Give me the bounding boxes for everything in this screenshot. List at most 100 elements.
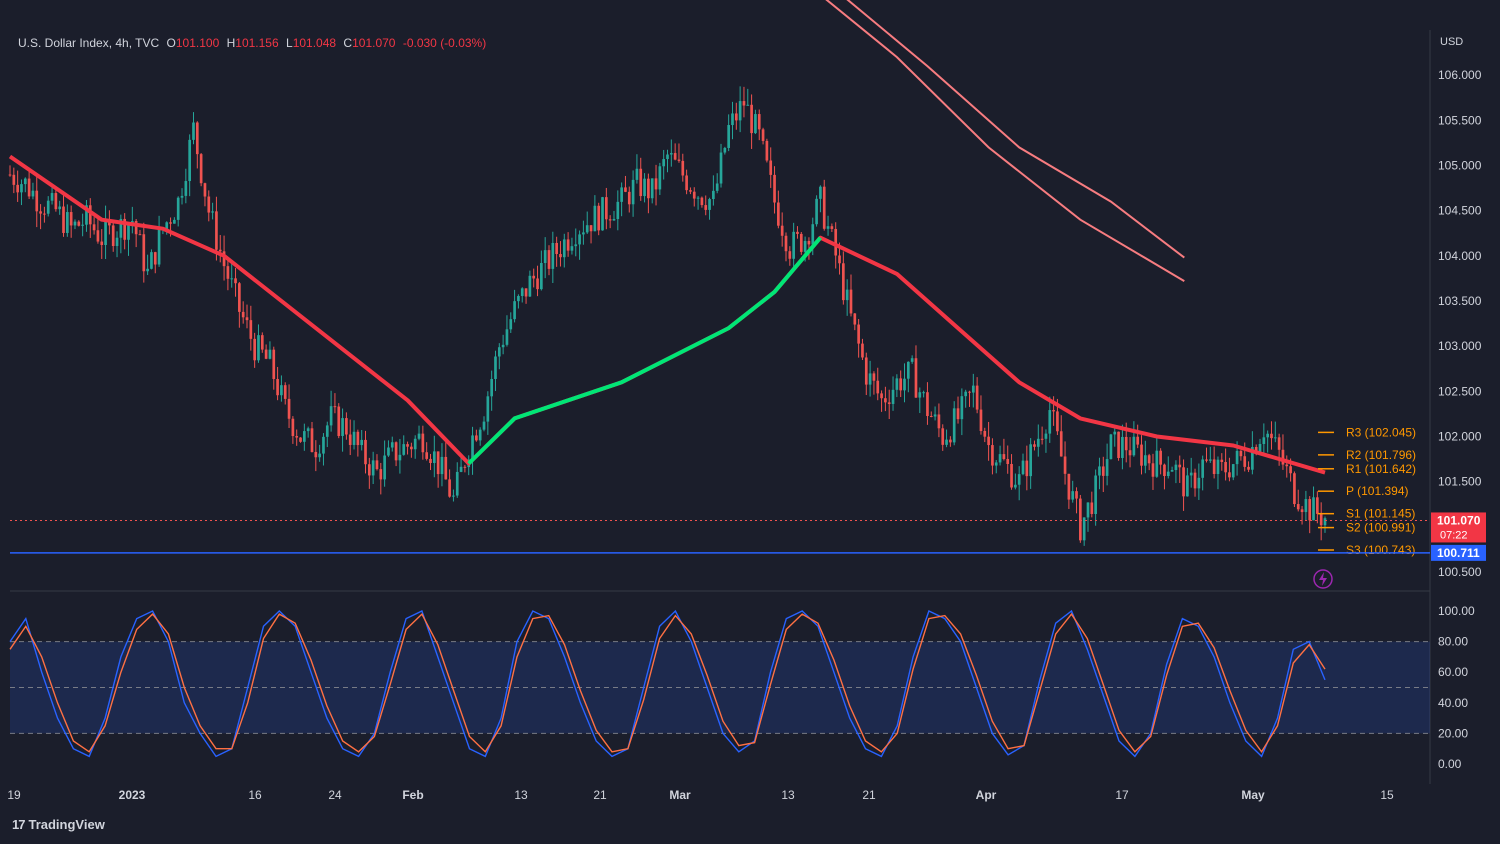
pivot-label-6: S3 (100.743) — [1346, 543, 1415, 557]
candle-body-210 — [811, 224, 815, 245]
candle-body-80 — [314, 451, 318, 458]
candle-body-337 — [1296, 504, 1300, 510]
candle-body-100 — [390, 442, 394, 448]
candle-body-170 — [658, 166, 662, 190]
candle-body-332 — [1277, 437, 1281, 450]
change-value: -0.030 (-0.03%) — [402, 36, 487, 50]
candle-body-140 — [543, 250, 547, 264]
price-tick-7: 102.500 — [1438, 384, 1482, 398]
stoch-tick-3: 40.00 — [1438, 696, 1468, 710]
candle-body-309 — [1189, 472, 1193, 476]
candle-body-260 — [1002, 454, 1006, 460]
candle-body-77 — [303, 431, 306, 442]
candle-body-79 — [310, 428, 314, 452]
candle-body-220 — [849, 289, 853, 314]
candle-body-106 — [413, 438, 417, 450]
candle-body-258 — [994, 462, 998, 466]
candle-body-213 — [822, 186, 826, 229]
candle-body-292 — [1124, 436, 1128, 451]
price-tick-1: 105.500 — [1438, 113, 1482, 127]
candle-body-89 — [348, 434, 352, 445]
candle-body-319 — [1228, 472, 1231, 478]
candle-body-344 — [1323, 518, 1327, 526]
candle-body-153 — [593, 205, 597, 232]
candle-body-39 — [157, 229, 161, 265]
candle-body-200 — [773, 174, 776, 203]
candle-body-194 — [750, 104, 753, 134]
candle-body-129 — [501, 344, 505, 348]
candle-body-273 — [1052, 410, 1055, 412]
candle-body-126 — [490, 379, 493, 397]
candle-body-65 — [257, 335, 260, 361]
candle-body-302 — [1163, 464, 1166, 477]
candle-body-187 — [723, 147, 727, 153]
candle-body-168 — [650, 178, 654, 199]
candle-body-251 — [968, 391, 971, 393]
candle-body-265 — [1021, 460, 1025, 475]
x-tick-0: 19 — [7, 788, 21, 802]
candle-body-145 — [562, 239, 566, 258]
candle-body-121 — [471, 435, 474, 460]
tradingview-logo-icon: 17 — [12, 817, 26, 832]
candle-body-139 — [540, 263, 543, 290]
candle-body-288 — [1109, 434, 1113, 460]
candle-body-144 — [559, 254, 562, 258]
candle-body-318 — [1224, 462, 1227, 473]
candle-body-130 — [505, 329, 509, 345]
candle-body-72 — [283, 385, 287, 399]
candle-body-20 — [85, 205, 88, 225]
stoch-tick-1: 80.00 — [1438, 635, 1468, 649]
candle-body-308 — [1186, 475, 1189, 497]
candles — [8, 86, 1327, 546]
candle-body-184 — [712, 190, 715, 200]
candle-body-42 — [169, 222, 172, 224]
candle-body-314 — [1208, 459, 1212, 461]
candle-body-151 — [585, 225, 589, 233]
candle-body-172 — [666, 154, 669, 160]
candle-body-175 — [677, 159, 681, 161]
candle-body-109 — [425, 452, 429, 459]
candle-body-291 — [1121, 436, 1124, 458]
candle-body-185 — [715, 183, 719, 191]
candle-body-138 — [536, 278, 539, 290]
candle-body-52 — [207, 196, 211, 213]
candle-body-156 — [604, 197, 608, 220]
candle-body-233 — [899, 378, 903, 391]
candle-body-338 — [1300, 509, 1304, 513]
candle-body-250 — [964, 391, 968, 397]
tradingview-brand[interactable]: 17 TradingView — [12, 817, 105, 832]
candle-body-189 — [731, 113, 734, 126]
candle-body-192 — [742, 101, 746, 106]
candle-body-322 — [1239, 450, 1243, 457]
candle-body-66 — [260, 335, 264, 350]
candle-body-154 — [597, 205, 601, 231]
high-label: H — [226, 36, 236, 50]
candle-body-334 — [1285, 464, 1289, 467]
x-tick-1: 2023 — [119, 788, 146, 802]
candle-body-54 — [215, 211, 218, 250]
candle-body-313 — [1205, 459, 1208, 461]
last-price-label: 101.070 — [1437, 513, 1481, 527]
candle-body-93 — [364, 439, 367, 465]
candle-body-33 — [134, 221, 138, 235]
candle-body-55 — [218, 249, 222, 252]
candle-body-197 — [761, 129, 765, 141]
pivot-label-5: S2 (100.991) — [1346, 521, 1415, 535]
candle-body-255 — [983, 430, 987, 437]
candle-body-131 — [509, 319, 513, 330]
candle-body-114 — [444, 456, 448, 480]
candle-body-148 — [574, 244, 578, 247]
candle-body-286 — [1101, 466, 1105, 476]
candle-body-246 — [949, 439, 952, 443]
candle-body-180 — [696, 197, 700, 199]
candle-body-202 — [780, 225, 784, 236]
alert-icon[interactable] — [1313, 569, 1333, 589]
candle-body-229 — [884, 398, 887, 403]
candle-body-178 — [689, 190, 692, 192]
candle-body-74 — [291, 418, 295, 437]
candle-body-283 — [1090, 502, 1094, 514]
candle-body-284 — [1094, 475, 1097, 514]
candle-body-300 — [1155, 450, 1159, 477]
candle-body-320 — [1231, 464, 1235, 478]
